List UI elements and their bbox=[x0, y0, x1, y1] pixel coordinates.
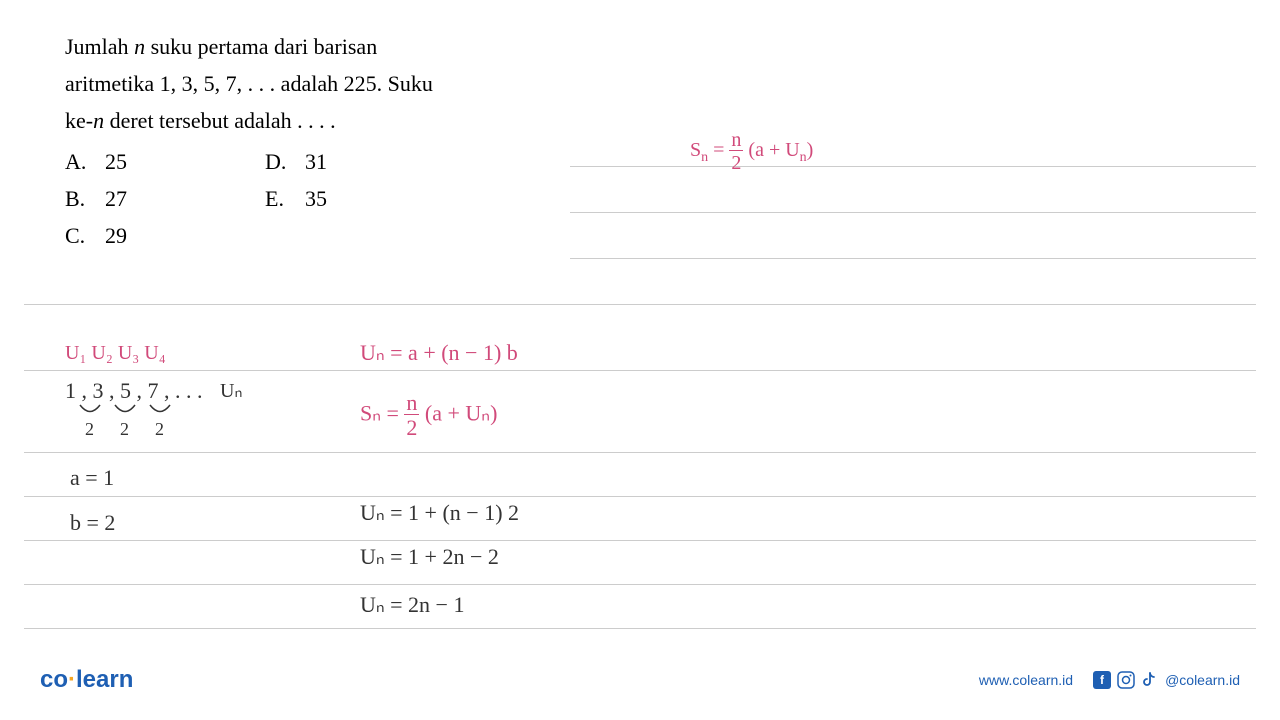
variable-n: n bbox=[134, 34, 145, 59]
question-block: Jumlah n suku pertama dari barisan aritm… bbox=[65, 30, 515, 256]
option-letter: A. bbox=[65, 145, 105, 178]
text: deret tersebut adalah . . . . bbox=[104, 108, 336, 133]
numerator: n bbox=[729, 130, 743, 151]
facebook-icon: f bbox=[1093, 671, 1111, 689]
footer: co·learn www.colearn.id f @colearn.id bbox=[0, 660, 1280, 700]
svg-text:2: 2 bbox=[85, 419, 94, 439]
ruled-line bbox=[24, 370, 1256, 371]
logo-dot: · bbox=[68, 666, 76, 693]
ruled-line bbox=[24, 496, 1256, 497]
option-letter: C. bbox=[65, 219, 105, 252]
logo-co: co bbox=[40, 666, 68, 693]
ruled-line bbox=[24, 304, 1256, 305]
question-line-2: aritmetika 1, 3, 5, 7, . . . adalah 225.… bbox=[65, 67, 515, 100]
text: Sₙ = bbox=[360, 401, 404, 426]
option-d: D. 31 bbox=[265, 145, 465, 178]
text: (a + Uₙ) bbox=[419, 401, 497, 426]
svg-text:2: 2 bbox=[155, 419, 164, 439]
question-line-1: Jumlah n suku pertama dari barisan bbox=[65, 30, 515, 63]
social-links: f @colearn.id bbox=[1093, 671, 1240, 689]
ruled-line bbox=[24, 628, 1256, 629]
website-url: www.colearn.id bbox=[979, 672, 1073, 688]
option-e: E. 35 bbox=[265, 182, 465, 215]
options-container: A. 25 B. 27 C. 29 D. 31 E. 35 bbox=[65, 145, 515, 256]
variable-n: n bbox=[93, 108, 104, 133]
option-letter: B. bbox=[65, 182, 105, 215]
text: ke- bbox=[65, 108, 93, 133]
un-general-formula: Uₙ = a + (n − 1) b bbox=[360, 340, 518, 366]
tiktok-icon bbox=[1141, 671, 1159, 689]
difference-arcs: 2 2 2 bbox=[75, 400, 215, 440]
option-a: A. 25 bbox=[65, 145, 265, 178]
text: = bbox=[708, 139, 729, 161]
option-value: 29 bbox=[105, 219, 127, 252]
b-equals: b = 2 bbox=[70, 510, 115, 536]
instagram-icon bbox=[1117, 671, 1135, 689]
text: suku pertama dari barisan bbox=[145, 34, 377, 59]
question-line-3: ke-n deret tersebut adalah . . . . bbox=[65, 104, 515, 137]
u-term-labels: U₁ U₂ U₃ U₄ bbox=[65, 342, 166, 365]
un-substitution: Uₙ = 1 + (n − 1) 2 bbox=[360, 500, 519, 526]
option-letter: E. bbox=[265, 182, 305, 215]
ruled-line bbox=[570, 258, 1256, 259]
text: (a + U bbox=[748, 139, 799, 161]
option-value: 31 bbox=[305, 145, 327, 178]
un-simplified: Uₙ = 2n − 1 bbox=[360, 592, 464, 618]
ruled-line bbox=[570, 212, 1256, 213]
ruled-line bbox=[24, 452, 1256, 453]
logo-learn: learn bbox=[76, 666, 133, 693]
un-label: Uₙ bbox=[220, 378, 242, 403]
option-b: B. 27 bbox=[65, 182, 265, 215]
ruled-line bbox=[570, 166, 1256, 167]
svg-text:2: 2 bbox=[120, 419, 129, 439]
a-equals: a = 1 bbox=[70, 465, 114, 491]
ruled-line bbox=[24, 584, 1256, 585]
text: S bbox=[690, 139, 701, 161]
ruled-line bbox=[24, 540, 1256, 541]
un-expansion: Uₙ = 1 + 2n − 2 bbox=[360, 544, 499, 570]
fraction: n2 bbox=[404, 392, 419, 439]
option-letter: D. bbox=[265, 145, 305, 178]
option-c: C. 29 bbox=[65, 219, 265, 252]
sn-formula-top: Sn = n2 (a + Un) bbox=[690, 130, 813, 173]
option-value: 27 bbox=[105, 182, 127, 215]
text: Jumlah bbox=[65, 34, 134, 59]
footer-right: www.colearn.id f @colearn.id bbox=[979, 671, 1240, 689]
colearn-logo: co·learn bbox=[40, 666, 133, 694]
social-handle: @colearn.id bbox=[1165, 672, 1240, 688]
numerator: n bbox=[404, 392, 419, 415]
option-value: 35 bbox=[305, 182, 327, 215]
denominator: 2 bbox=[729, 151, 743, 173]
denominator: 2 bbox=[404, 415, 419, 439]
option-value: 25 bbox=[105, 145, 127, 178]
options-column-right: D. 31 E. 35 bbox=[265, 145, 465, 256]
subscript: n bbox=[800, 150, 807, 165]
fraction: n2 bbox=[729, 130, 743, 173]
options-column-left: A. 25 B. 27 C. 29 bbox=[65, 145, 265, 256]
sn-general-formula: Sₙ = n2 (a + Uₙ) bbox=[360, 392, 497, 439]
text: ) bbox=[807, 139, 814, 161]
